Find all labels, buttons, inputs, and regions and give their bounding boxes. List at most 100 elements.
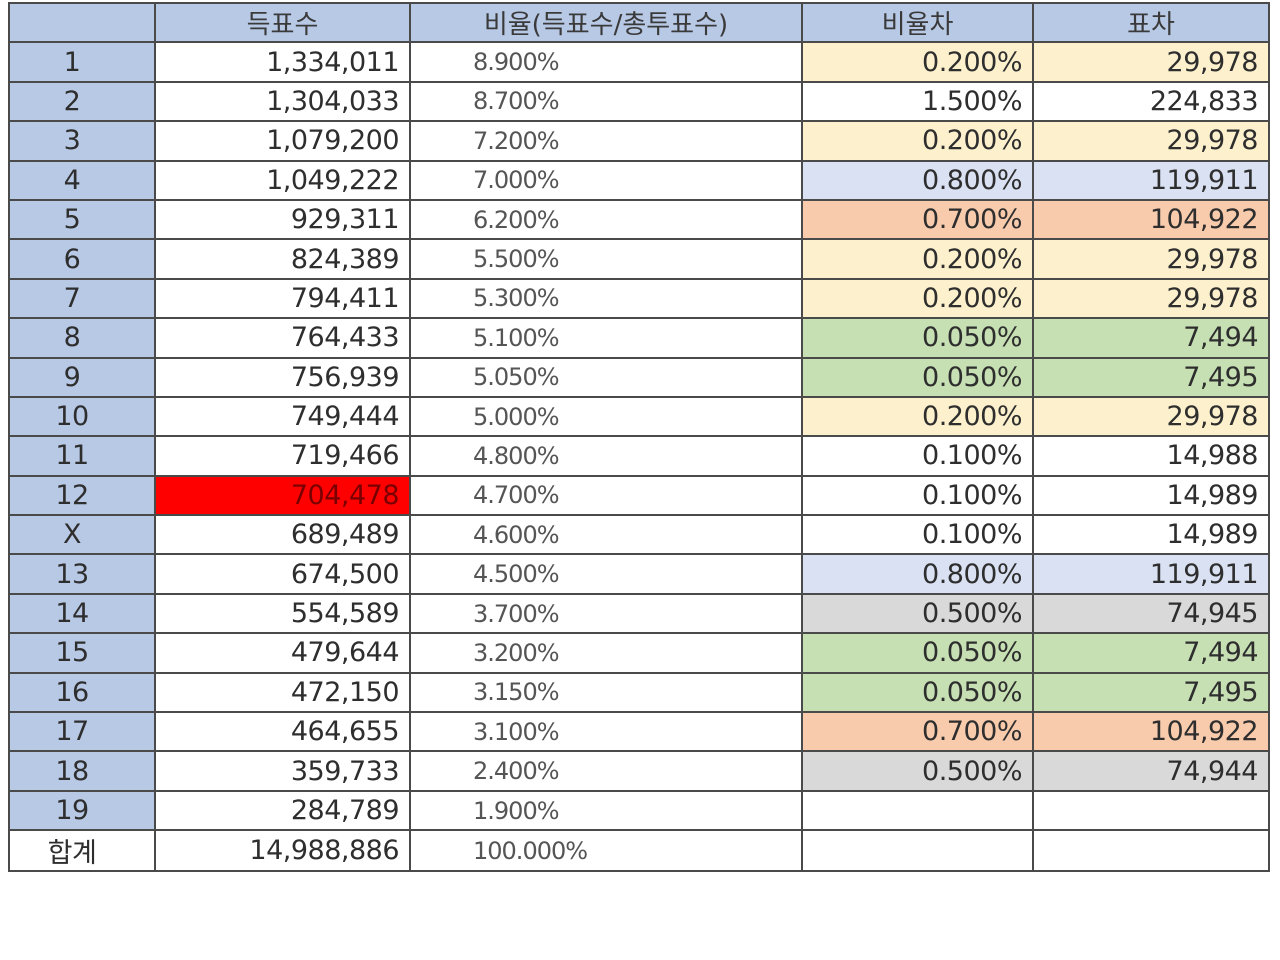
- votes-cell: 1,049,222: [154, 159, 411, 201]
- row-label: 6: [8, 238, 156, 280]
- ratio-cell: 7.000%: [409, 159, 803, 201]
- table-row: 4 1,049,222 7.000% 0.800% 119,911: [8, 159, 1270, 201]
- ratio-diff-cell: 0.100%: [801, 474, 1034, 517]
- ratio-diff-cell: 0.200%: [801, 238, 1034, 280]
- row-label: 4: [8, 159, 156, 201]
- table-row: 17 464,655 3.100% 0.700% 104,922: [8, 711, 1270, 753]
- votes-cell: 674,500: [154, 553, 411, 595]
- ratio-cell: 5.500%: [409, 238, 803, 280]
- ratio-cell: 3.700%: [409, 592, 803, 635]
- table-row: 2 1,304,033 8.700% 1.500% 224,833: [8, 80, 1270, 123]
- header-corner: [8, 1, 156, 44]
- row-label: 1: [8, 41, 156, 83]
- ratio-diff-cell: 1.500%: [801, 80, 1034, 123]
- table-row: 9 756,939 5.050% 0.050% 7,495: [8, 356, 1270, 398]
- row-label: 12: [8, 474, 156, 517]
- votes-cell: 929,311: [154, 198, 411, 241]
- ratio-diff-cell: 0.500%: [801, 750, 1034, 792]
- vote-gap-cell: 14,989: [1032, 514, 1270, 556]
- row-label: 2: [8, 80, 156, 123]
- votes-cell: 1,079,200: [154, 120, 411, 162]
- vote-gap-cell: 119,911: [1032, 159, 1270, 201]
- votes-cell: 749,444: [154, 395, 411, 438]
- ratio-cell: 5.000%: [409, 395, 803, 438]
- total-row: 합계 14,988,886 100.000%: [8, 829, 1270, 873]
- table-header: 득표수 비율(득표수/총투표수) 비율차 표차: [8, 1, 1270, 44]
- vote-gap-cell: 29,978: [1032, 41, 1270, 83]
- ratio-diff-cell: 0.200%: [801, 277, 1034, 320]
- table-row: 3 1,079,200 7.200% 0.200% 29,978: [8, 120, 1270, 162]
- votes-cell: 554,589: [154, 592, 411, 635]
- vote-gap-cell: 224,833: [1032, 80, 1270, 123]
- ratio-cell: 3.100%: [409, 711, 803, 753]
- vote-gap-cell: 74,945: [1032, 592, 1270, 635]
- ratio-diff-cell: 0.800%: [801, 553, 1034, 595]
- header-vote-gap: 표차: [1032, 1, 1270, 44]
- header-ratio: 비율(득표수/총투표수): [409, 1, 803, 44]
- ratio-cell: 4.800%: [409, 435, 803, 477]
- vote-gap-cell: 7,494: [1032, 632, 1270, 674]
- table-row: 12 704,478 4.700% 0.100% 14,989: [8, 474, 1270, 517]
- votes-cell: 764,433: [154, 317, 411, 359]
- ratio-diff-cell: 0.050%: [801, 671, 1034, 714]
- votes-cell: 756,939: [154, 356, 411, 398]
- ratio-diff-cell: 0.050%: [801, 632, 1034, 674]
- vote-gap-cell: 14,989: [1032, 474, 1270, 517]
- ratio-cell: 5.100%: [409, 317, 803, 359]
- ratio-cell: 4.500%: [409, 553, 803, 595]
- row-label: 15: [8, 632, 156, 674]
- total-label: 합계: [8, 829, 156, 873]
- ratio-cell: 6.200%: [409, 198, 803, 241]
- table-row: 1 1,334,011 8.900% 0.200% 29,978: [8, 41, 1270, 83]
- votes-cell: 1,304,033: [154, 80, 411, 123]
- row-label: 17: [8, 711, 156, 753]
- row-label: X: [8, 514, 156, 556]
- ratio-cell: 3.200%: [409, 632, 803, 674]
- total-diff-empty: [801, 829, 1034, 873]
- total-ratio: 100.000%: [409, 829, 803, 873]
- ratio-diff-cell: [801, 789, 1034, 832]
- ratio-diff-cell: 0.800%: [801, 159, 1034, 201]
- table-row: 10 749,444 5.000% 0.200% 29,978: [8, 395, 1270, 438]
- table-row: 6 824,389 5.500% 0.200% 29,978: [8, 238, 1270, 280]
- table-row: 8 764,433 5.100% 0.050% 7,494: [8, 317, 1270, 359]
- ratio-cell: 8.900%: [409, 41, 803, 83]
- ratio-cell: 1.900%: [409, 789, 803, 832]
- header-ratio-diff: 비율차: [801, 1, 1034, 44]
- votes-cell: 1,334,011: [154, 41, 411, 83]
- total-votes: 14,988,886: [154, 829, 411, 873]
- row-label: 5: [8, 198, 156, 241]
- row-label: 10: [8, 395, 156, 438]
- votes-cell: 794,411: [154, 277, 411, 320]
- row-label: 13: [8, 553, 156, 595]
- vote-gap-cell: 104,922: [1032, 711, 1270, 753]
- row-label: 16: [8, 671, 156, 714]
- row-label: 7: [8, 277, 156, 320]
- row-label: 11: [8, 435, 156, 477]
- ratio-cell: 4.700%: [409, 474, 803, 517]
- table-row: 16 472,150 3.150% 0.050% 7,495: [8, 671, 1270, 714]
- vote-gap-cell: 14,988: [1032, 435, 1270, 477]
- total-gap-empty: [1032, 829, 1270, 873]
- ratio-diff-cell: 0.050%: [801, 317, 1034, 359]
- header-votes: 득표수: [154, 1, 411, 44]
- table-row: 13 674,500 4.500% 0.800% 119,911: [8, 553, 1270, 595]
- votes-cell: 824,389: [154, 238, 411, 280]
- votes-cell: 359,733: [154, 750, 411, 792]
- votes-cell: 689,489: [154, 514, 411, 556]
- votes-cell: 704,478: [154, 474, 411, 517]
- row-label: 9: [8, 356, 156, 398]
- ratio-diff-cell: 0.200%: [801, 41, 1034, 83]
- table-footer: 합계 14,988,886 100.000%: [8, 829, 1270, 873]
- vote-gap-cell: 74,944: [1032, 750, 1270, 792]
- row-label: 18: [8, 750, 156, 792]
- ratio-diff-cell: 0.050%: [801, 356, 1034, 398]
- vote-gap-cell: 29,978: [1032, 120, 1270, 162]
- ratio-cell: 5.050%: [409, 356, 803, 398]
- votes-cell: 719,466: [154, 435, 411, 477]
- ratio-cell: 8.700%: [409, 80, 803, 123]
- vote-gap-cell: 7,495: [1032, 356, 1270, 398]
- table-row: 18 359,733 2.400% 0.500% 74,944: [8, 750, 1270, 792]
- table-row: 19 284,789 1.900%: [8, 789, 1270, 832]
- votes-cell: 464,655: [154, 711, 411, 753]
